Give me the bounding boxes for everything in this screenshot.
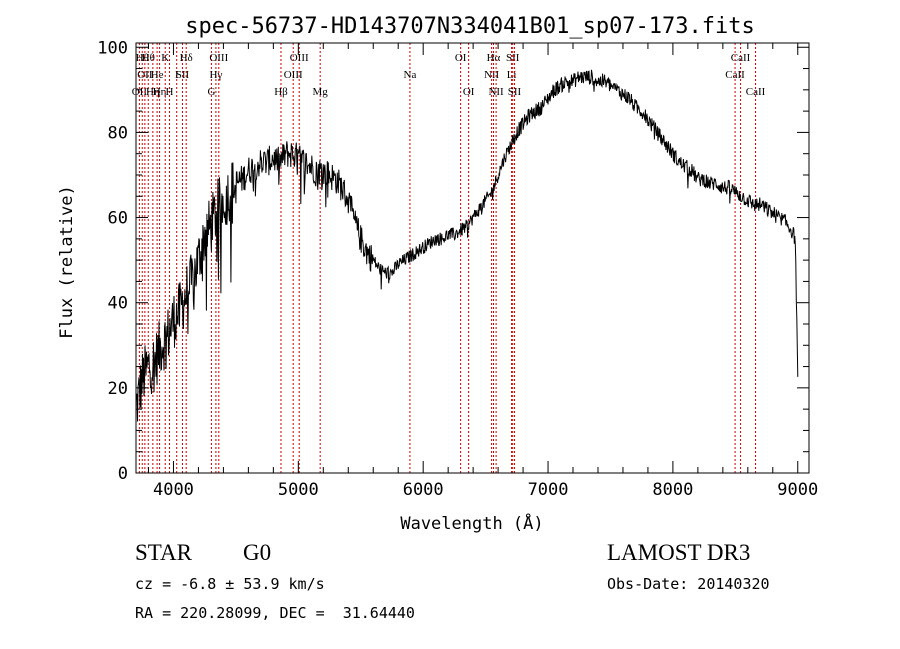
line-marker-label: Hθ bbox=[142, 52, 155, 64]
chart-title: spec-56737-HD143707N334041B01_sp07-173.f… bbox=[185, 14, 755, 39]
x-axis-label: Wavelength (Å) bbox=[400, 512, 543, 534]
line-marker-label: CaII bbox=[725, 69, 745, 81]
line-marker-label: NII bbox=[488, 86, 504, 98]
plot-frame bbox=[135, 42, 810, 474]
line-marker-label: Hη bbox=[153, 86, 167, 98]
x-tick-label: 8000 bbox=[652, 480, 693, 500]
x-tick-label: 9000 bbox=[777, 480, 818, 500]
survey-name: LAMOST DR3 bbox=[607, 540, 751, 565]
line-marker-label: G bbox=[207, 86, 215, 98]
y-tick-label: 40 bbox=[108, 294, 128, 314]
spectrum-series bbox=[135, 69, 799, 422]
spectral-subclass: G0 bbox=[243, 540, 272, 565]
line-marker-label: Mg bbox=[313, 86, 329, 98]
line-marker-label: OIII bbox=[209, 52, 228, 64]
y-tick-label: 80 bbox=[108, 123, 128, 143]
line-marker-label: Hγ bbox=[210, 69, 223, 81]
line-marker-label: OII bbox=[137, 69, 153, 81]
y-axis-label: Flux (relative) bbox=[57, 185, 77, 339]
line-marker-label: SII bbox=[176, 69, 190, 81]
y-tick-label: 0 bbox=[118, 464, 128, 484]
x-tick-label: 4000 bbox=[153, 480, 194, 500]
line-marker-label: K bbox=[161, 52, 169, 64]
line-marker-label: Hβ bbox=[274, 86, 288, 98]
line-marker-label: Na bbox=[404, 69, 417, 81]
x-tick-label: 7000 bbox=[528, 480, 569, 500]
line-marker-label: Hθ bbox=[136, 52, 149, 64]
x-tick-label: 6000 bbox=[403, 480, 444, 500]
line-marker-label: He bbox=[151, 69, 164, 81]
axes: 4000 5000 6000 7000 8000 9000 0 20 40 60 80 100 bbox=[97, 38, 818, 500]
line-marker-label: SII bbox=[506, 52, 520, 64]
line-marker-label: OI bbox=[463, 86, 475, 98]
y-tick-label: 100 bbox=[97, 38, 128, 58]
line-marker-label: OIII bbox=[284, 69, 303, 81]
spectrum-line bbox=[135, 69, 799, 422]
coordinates-text: RA = 220.28099, DEC = 31.64440 bbox=[135, 604, 415, 622]
line-marker-label: OI bbox=[455, 52, 467, 64]
line-marker-label: Hη bbox=[146, 86, 160, 98]
line-marker-label: SII bbox=[508, 86, 522, 98]
x-tick-label: 5000 bbox=[278, 480, 319, 500]
line-marker-label: Hα bbox=[487, 52, 501, 64]
y-tick-label: 20 bbox=[108, 379, 128, 399]
line-marker-label: I bbox=[175, 69, 179, 81]
y-tick-label: 60 bbox=[108, 209, 128, 229]
line-marker-label: Li bbox=[507, 69, 517, 81]
line-marker-label: CaII bbox=[731, 52, 751, 64]
object-class: STAR bbox=[135, 540, 192, 565]
line-marker-label: CaII bbox=[746, 86, 766, 98]
line-marker-label: OIII bbox=[290, 52, 309, 64]
emission-line-markers: OIIHθOIIHθHηHeHηKHISIIHδGHγOIIIHβOIIIOII… bbox=[132, 43, 766, 473]
redshift-text: cz = -6.8 ± 53.9 km/s bbox=[135, 575, 325, 593]
obs-date-text: Obs-Date: 20140320 bbox=[607, 575, 770, 593]
line-marker-label: H bbox=[165, 86, 173, 98]
line-marker-label: NII bbox=[484, 69, 500, 81]
line-marker-label: Hδ bbox=[180, 52, 193, 64]
